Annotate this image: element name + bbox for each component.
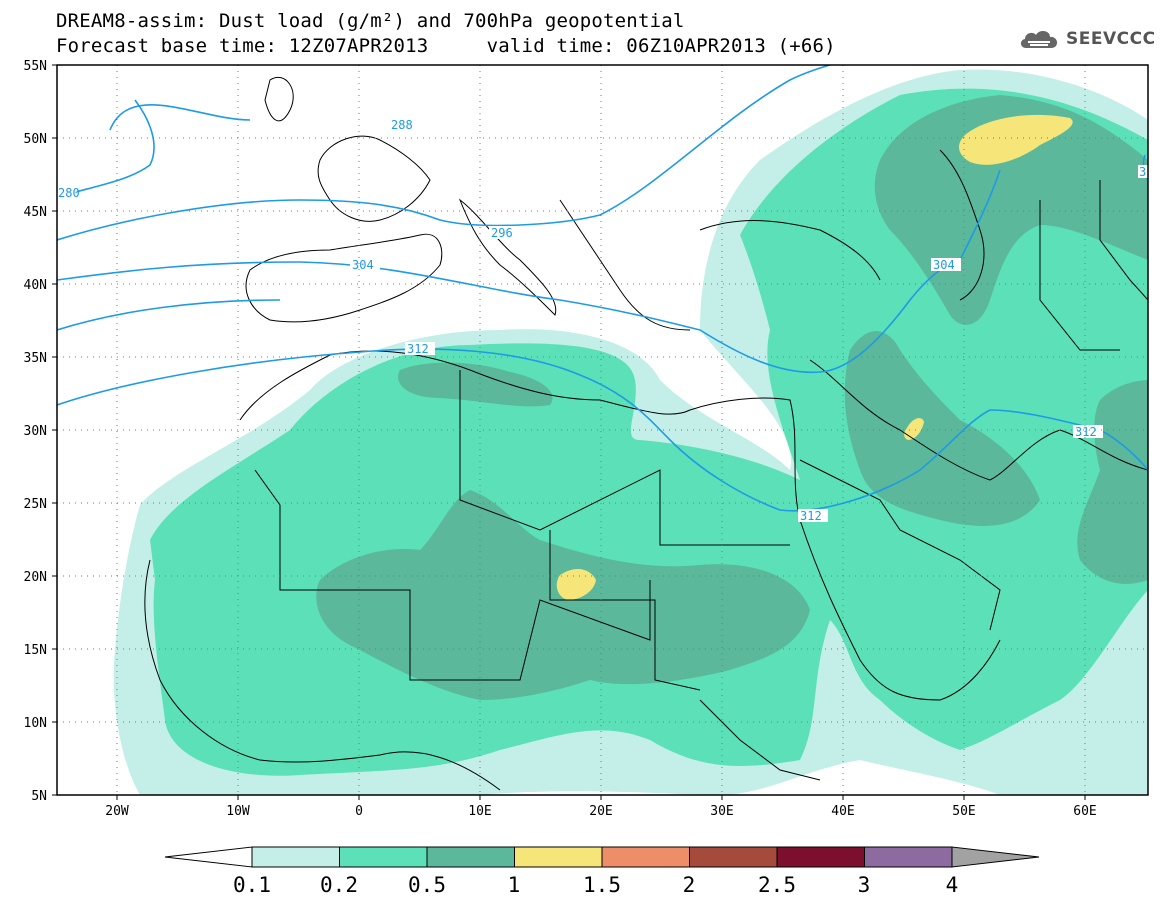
- colorbar-label: 3: [858, 873, 871, 897]
- lon-label: 30E: [710, 804, 733, 819]
- colorbar-cell: [864, 846, 953, 868]
- contour-label: 312: [1075, 425, 1097, 439]
- colorbar-high-arrow: [951, 846, 1040, 868]
- contour-label: 296: [491, 226, 513, 240]
- lat-label: 35N: [24, 351, 47, 366]
- colorbar-cell: [689, 846, 778, 868]
- logo-text: SEEVCCC: [1066, 29, 1156, 49]
- lon-label: 10E: [468, 804, 491, 819]
- lon-label: 50E: [952, 804, 975, 819]
- colorbar-label: 1: [508, 873, 521, 897]
- contour-label: 304: [352, 258, 374, 272]
- latitude-labels: 55N 50N 45N 40N 35N 30N 25N 20N 15N 10N …: [24, 59, 47, 804]
- contour-label: 288: [391, 118, 413, 132]
- colorbar-labels: 0.1 0.2 0.5 1 1.5 2 2.5 3 4: [233, 873, 958, 897]
- lat-label: 15N: [24, 643, 47, 658]
- colorbar-cell: [339, 846, 428, 868]
- lon-label: 40E: [831, 804, 854, 819]
- contour-label: 312: [407, 342, 429, 356]
- colorbar-label: 0.2: [320, 873, 358, 897]
- lon-label: 0: [355, 804, 363, 819]
- colorbar-cell: [601, 846, 690, 868]
- forecast-time-line: Forecast base time: 12Z07APR2013 valid t…: [56, 35, 836, 57]
- lat-label: 25N: [24, 497, 47, 512]
- contour-label: 312: [800, 509, 822, 523]
- lon-label: 60E: [1073, 804, 1096, 819]
- lat-label: 45N: [24, 205, 47, 220]
- lon-label: 20E: [589, 804, 612, 819]
- colorbar-low-arrow: [164, 846, 253, 868]
- lat-label: 40N: [24, 278, 47, 293]
- lon-label: 10W: [226, 804, 250, 819]
- map-area: 288 280 296 304 312 304 312 312 3: [57, 65, 1148, 795]
- contour-labels: 288 280 296 304 312 304 312 312 3: [57, 118, 1148, 523]
- seevccc-logo: SEEVCCC: [1018, 26, 1156, 52]
- colorbar-label: 4: [946, 873, 959, 897]
- colorbar: 0.1 0.2 0.5 1 1.5 2 2.5 3 4: [164, 846, 1040, 897]
- contour-label: 280: [58, 186, 80, 200]
- colorbar-cell: [251, 846, 340, 868]
- contour-label: 304: [933, 258, 955, 272]
- chart-title: DREAM8-assim: Dust load (g/m²) and 700hP…: [56, 10, 685, 32]
- contour-label: 3: [1139, 165, 1146, 179]
- lon-label: 20W: [105, 804, 129, 819]
- colorbar-cells: [251, 846, 953, 868]
- lat-label: 5N: [31, 789, 47, 804]
- lat-label: 55N: [24, 59, 47, 74]
- coastlines-borders: [144, 76, 1148, 791]
- lat-label: 10N: [24, 716, 47, 731]
- colorbar-label: 2.5: [758, 873, 796, 897]
- dust-field-1: [556, 114, 1073, 600]
- colorbar-label: 1.5: [583, 873, 621, 897]
- colorbar-label: 2: [683, 873, 696, 897]
- colorbar-label: 0.1: [233, 873, 271, 897]
- colorbar-cell: [776, 846, 865, 868]
- cloud-icon: [1020, 31, 1058, 48]
- axis-ticks: [52, 64, 1086, 800]
- colorbar-cell: [514, 846, 603, 868]
- lat-label: 20N: [24, 570, 47, 585]
- longitude-labels: 20W 10W 0 10E 20E 30E 40E 50E 60E: [105, 804, 1096, 819]
- colorbar-cell: [426, 846, 515, 868]
- colorbar-label: 0.5: [408, 873, 446, 897]
- lat-label: 30N: [24, 424, 47, 439]
- lat-label: 50N: [24, 132, 47, 147]
